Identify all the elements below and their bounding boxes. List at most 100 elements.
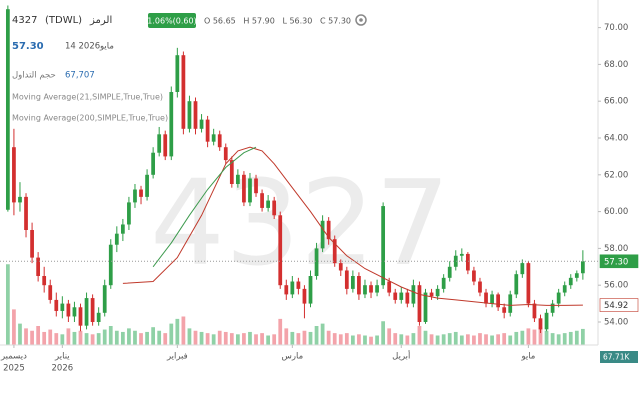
y-tick-label: 56.00 [604, 281, 628, 291]
volume-bar [151, 327, 156, 345]
x-tick-label: مايو [520, 352, 535, 362]
candle-body [12, 147, 16, 203]
settings-icon[interactable] [355, 14, 367, 26]
volume-bar [369, 336, 373, 345]
ma-legend: Moving Average(21,SIMPLE,True,True) [12, 93, 163, 102]
volume-bar [78, 330, 83, 345]
volume-bar [508, 335, 513, 345]
volume-bar [12, 309, 16, 345]
candle-body [211, 134, 216, 142]
volume-bar [417, 326, 422, 345]
volume-bar [193, 330, 198, 345]
candle-body [284, 285, 289, 295]
symbol-code: 4327 [12, 15, 37, 26]
volume-bar [399, 334, 404, 345]
date: 14 2026 [65, 42, 100, 52]
candle-body [326, 220, 331, 240]
volume-bar [332, 333, 337, 345]
candle-body [417, 285, 422, 322]
candle-body [108, 244, 113, 286]
candle-body [393, 292, 398, 300]
candle-body [42, 276, 47, 286]
change: 1.06%(0.60) [147, 17, 196, 26]
y-tick-label: 64.00 [604, 134, 628, 144]
volume-bar [169, 323, 174, 345]
candle-body [60, 303, 65, 311]
volume-bar [205, 333, 210, 345]
candle-body [435, 288, 440, 297]
volume-bar [502, 333, 507, 345]
price-tag-label: 54.92 [604, 301, 628, 311]
volume-bar [568, 331, 573, 345]
candle-body [260, 193, 264, 208]
volume-bar [24, 328, 28, 345]
ma-legend: Moving Average(200,SIMPLE,True,True) [12, 114, 168, 123]
volume-bar [211, 334, 216, 345]
y-tick-label: 62.00 [604, 170, 628, 180]
watermark: 4327 [150, 154, 450, 292]
candle-body [357, 276, 361, 295]
volume-value: 67,707 [65, 71, 95, 81]
candle-body [84, 298, 89, 326]
candle-body [30, 230, 34, 258]
volume-bar [290, 331, 295, 345]
candle-body [465, 253, 470, 271]
candle-body [114, 233, 119, 245]
candle-body [235, 174, 240, 184]
candle-body [266, 200, 271, 208]
volume-bar [296, 333, 301, 345]
volume-bar [308, 331, 313, 345]
settings-icon[interactable] [359, 18, 363, 22]
symbol-label: الرمز [89, 15, 112, 26]
volume-bar [278, 318, 283, 345]
y-tick-label: 58.00 [604, 244, 628, 254]
volume-bar [520, 330, 525, 345]
candle-body [526, 263, 531, 304]
candle-body [254, 178, 258, 194]
candle-body [181, 55, 186, 129]
volume-bar [266, 335, 271, 345]
volume-bar [90, 334, 95, 345]
candle-body [344, 270, 349, 289]
candle-body [478, 281, 482, 293]
volume-bar [580, 328, 585, 345]
volume-bar [496, 334, 501, 345]
candle-body [217, 134, 222, 148]
candle-body [568, 277, 573, 286]
volume-bar [375, 335, 379, 345]
candle-body [520, 263, 525, 275]
volume-bar [175, 318, 180, 345]
volume-bar [435, 335, 440, 345]
volume-bar [465, 334, 470, 345]
settings-icon[interactable] [355, 14, 367, 26]
volume-bar [526, 328, 531, 345]
volume-bar [133, 330, 137, 345]
volume-bar [320, 323, 325, 345]
candle-body [90, 298, 95, 322]
volume-bar [127, 328, 131, 345]
candle-body [532, 303, 537, 319]
volume-bar [96, 333, 101, 345]
candle-body [169, 92, 174, 157]
volume-bar [18, 323, 22, 345]
volume-bar [72, 331, 77, 345]
candle-body [574, 273, 579, 278]
volume-bar [260, 333, 264, 345]
x-tick-label: أبريل [392, 350, 410, 362]
candle-body [151, 152, 156, 175]
volume-bar [490, 335, 494, 345]
volume-bar [350, 335, 355, 345]
candle-body [405, 292, 410, 304]
candle-body [290, 281, 295, 295]
candle-body [350, 276, 355, 289]
volume-bar [248, 331, 252, 345]
candle-body [496, 294, 501, 308]
candle-body [127, 202, 131, 225]
volume-bar [544, 330, 549, 345]
candle-body [544, 312, 549, 330]
volume-bar [574, 330, 579, 345]
volume-bar [84, 333, 89, 345]
volume-bar [453, 331, 458, 345]
volume-bar [405, 335, 410, 345]
candle-body [24, 196, 28, 230]
